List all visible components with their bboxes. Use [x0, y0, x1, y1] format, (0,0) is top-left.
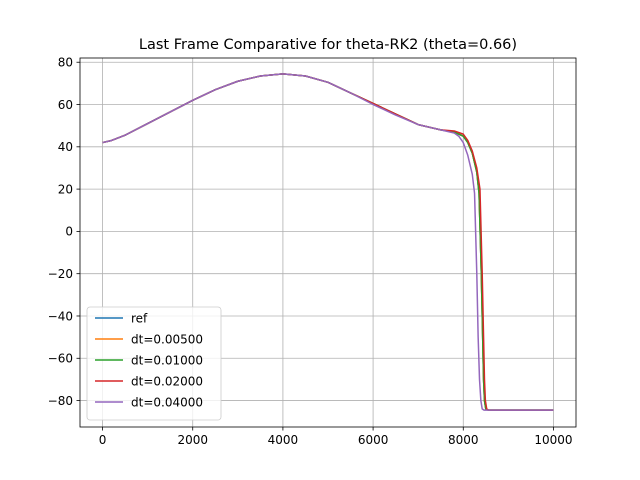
x-tick-label: 8000: [448, 433, 479, 447]
y-tick-label: −20: [48, 267, 73, 281]
legend-entry-label: dt=0.01000: [131, 353, 203, 367]
x-axis-ticks: 0 2000 4000 6000 8000 10000: [99, 427, 573, 447]
plot-frame: [79, 57, 577, 428]
y-tick-label: 80: [58, 56, 73, 70]
legend-entry-label: dt=0.04000: [131, 395, 203, 409]
series-line-5: [102, 73, 554, 411]
legend-entry-label: ref: [131, 311, 148, 325]
x-tick-label: 4000: [268, 433, 299, 447]
x-tick-label: 6000: [358, 433, 389, 447]
legend: ref dt=0.00500 dt=0.01000 dt=0.02000 dt=0.04…: [86, 306, 222, 421]
x-tick-label: 10000: [534, 433, 572, 447]
x-tick-label: 2000: [177, 433, 208, 447]
y-tick-label: −40: [48, 309, 73, 323]
y-tick-label: 40: [58, 140, 73, 154]
legend-entry-label: dt=0.00500: [131, 332, 203, 346]
y-tick-label: −60: [48, 352, 73, 366]
y-tick-label: 0: [65, 225, 73, 239]
legend-entry-label: dt=0.02000: [131, 374, 203, 388]
x-tick-label: 0: [99, 433, 107, 447]
y-tick-label: 60: [58, 98, 73, 112]
x-gridlines: [102, 58, 554, 427]
series-lines: [102, 73, 554, 411]
y-tick-label: −80: [48, 394, 73, 408]
y-axis-ticks: −80 −60 −40 −20 0 20 40 60 80: [48, 56, 80, 408]
legend-box: [86, 306, 222, 421]
chart-title: Last Frame Comparative for theta-RK2 (th…: [139, 37, 517, 53]
y-tick-label: 20: [58, 182, 73, 196]
